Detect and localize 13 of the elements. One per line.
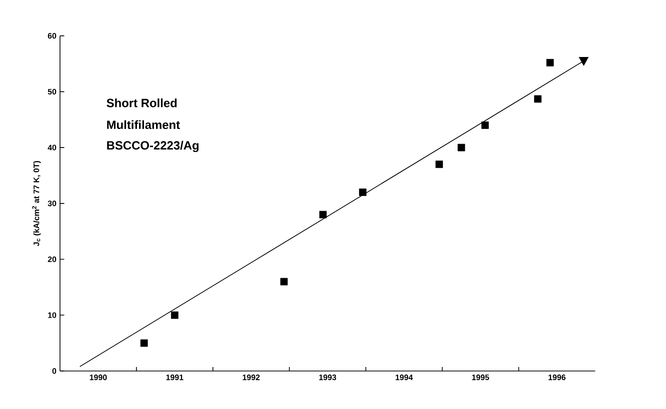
point	[359, 188, 366, 196]
point	[458, 144, 466, 152]
point	[280, 278, 288, 286]
annotation: Short Rolled	[106, 98, 177, 108]
annotation: BSCCO-2223/Ag	[107, 140, 199, 152]
point	[140, 339, 148, 347]
point	[170, 311, 178, 319]
point	[319, 210, 327, 218]
annotation: Multifilament	[107, 120, 180, 130]
point	[436, 160, 443, 168]
point	[481, 122, 489, 129]
point	[534, 95, 542, 103]
point	[546, 58, 554, 66]
